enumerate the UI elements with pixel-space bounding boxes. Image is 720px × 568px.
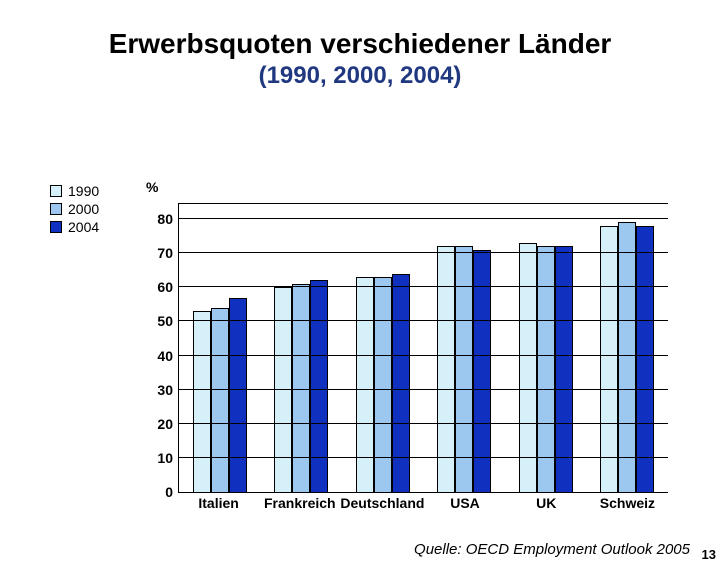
legend-label: 2000: [68, 201, 99, 217]
gridline: [179, 457, 668, 458]
page-number: 13: [702, 547, 716, 562]
bar: [374, 277, 392, 492]
legend-item: 2004: [50, 219, 99, 235]
gridline: [179, 423, 668, 424]
chart-subtitle: (1990, 2000, 2004): [0, 62, 720, 90]
bar: [600, 226, 618, 492]
x-tick-label: Schweiz: [587, 495, 668, 511]
bar: [519, 243, 537, 492]
bar: [555, 246, 573, 492]
bar-group: [600, 222, 654, 492]
chart-title: Erwerbsquoten verschiedener Länder: [0, 28, 720, 60]
legend: 1990 2000 2004: [50, 183, 99, 237]
chart-area: % 01020304050607080 ItalienFrankreichDeu…: [150, 183, 670, 503]
y-tick-label: 40: [157, 348, 173, 364]
x-tick-label: USA: [424, 495, 505, 511]
legend-swatch: [50, 185, 62, 197]
gridline: [179, 320, 668, 321]
y-tick-label: 10: [157, 450, 173, 466]
legend-swatch: [50, 221, 62, 233]
gridline: [179, 252, 668, 253]
bar: [537, 246, 555, 492]
bar: [392, 274, 410, 492]
bar-group: [356, 274, 410, 492]
bar: [437, 246, 455, 492]
x-tick-label: Italien: [178, 495, 259, 511]
source-text: Quelle: OECD Employment Outlook 2005: [414, 541, 690, 558]
bars-container: [179, 204, 668, 492]
bar-group: [519, 243, 573, 492]
bar: [229, 298, 247, 492]
gridline: [179, 355, 668, 356]
bar: [211, 308, 229, 492]
legend-label: 2004: [68, 219, 99, 235]
bar-group: [193, 298, 247, 492]
y-tick-label: 30: [157, 382, 173, 398]
legend-label: 1990: [68, 183, 99, 199]
gridline: [179, 286, 668, 287]
legend-item: 2000: [50, 201, 99, 217]
bar: [455, 246, 473, 492]
y-tick-label: 0: [165, 484, 173, 500]
plot-area: 01020304050607080: [178, 203, 668, 493]
gridline: [179, 218, 668, 219]
y-tick-label: 50: [157, 313, 173, 329]
legend-item: 1990: [50, 183, 99, 199]
gridline: [179, 389, 668, 390]
y-tick-label: 80: [157, 211, 173, 227]
y-axis-label: %: [146, 179, 158, 195]
bar: [618, 222, 636, 492]
x-tick-label: UK: [506, 495, 587, 511]
bar: [193, 311, 211, 492]
y-tick-label: 70: [157, 245, 173, 261]
x-tick-label: Frankreich: [259, 495, 340, 511]
bar-group: [437, 246, 491, 492]
bar-group: [274, 280, 328, 492]
bar: [356, 277, 374, 492]
x-axis-labels: ItalienFrankreichDeutschlandUSAUKSchweiz: [178, 495, 668, 511]
bar: [636, 226, 654, 492]
y-tick-label: 20: [157, 416, 173, 432]
legend-swatch: [50, 203, 62, 215]
x-tick-label: Deutschland: [340, 495, 424, 511]
y-tick-label: 60: [157, 279, 173, 295]
bar: [310, 280, 328, 492]
